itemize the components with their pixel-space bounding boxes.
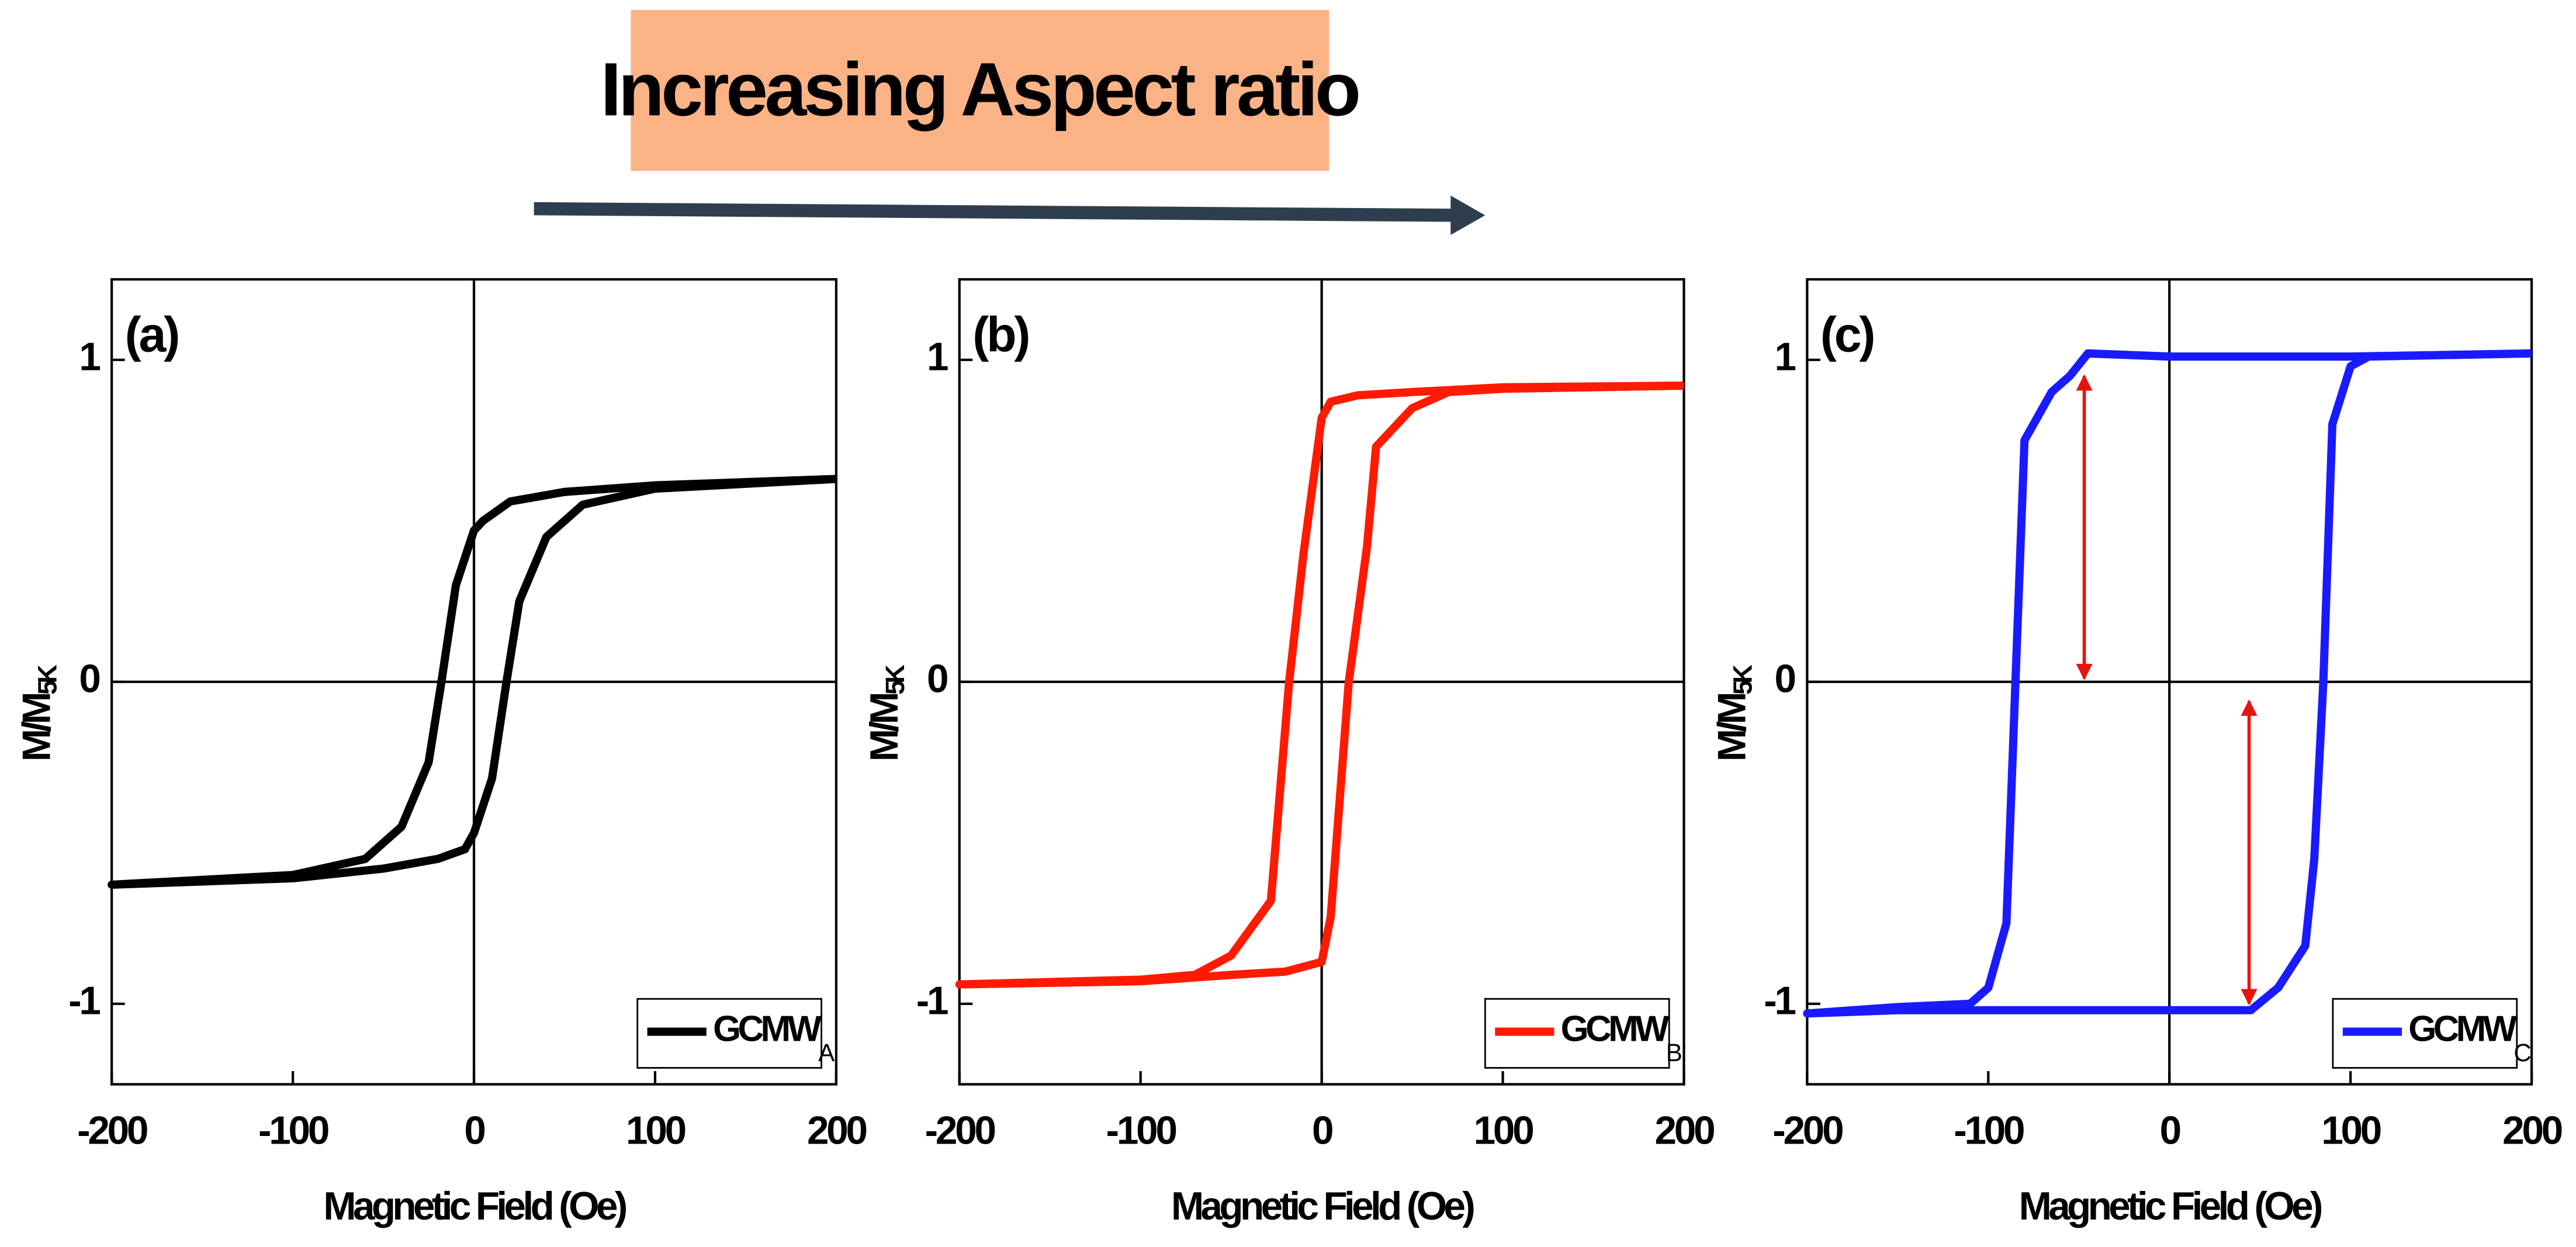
x-tick-label: 0 — [464, 1109, 484, 1153]
y-tick-label: 0 — [927, 657, 947, 701]
header-text: Increasing Aspect ratio — [601, 47, 1358, 131]
y-tick-label: 0 — [1775, 657, 1795, 701]
x-tick-label: 100 — [626, 1109, 685, 1153]
legend-name-sub: A — [818, 1039, 835, 1066]
y-axis-label-main: M/M — [863, 694, 906, 762]
legend-name: GCMW — [2408, 1009, 2517, 1049]
x-axis-label: Magnetic Field (Oe) — [2019, 1184, 2322, 1228]
x-tick-label: -200 — [1772, 1109, 1843, 1153]
x-tick-label: 200 — [807, 1109, 867, 1153]
x-tick-label: 200 — [2502, 1109, 2562, 1153]
panel: -200 -100 0 100 200 -1 0 1 (a) Magnetic Field (Oe… — [15, 278, 869, 1228]
x-tick-label: -200 — [77, 1109, 147, 1153]
legend-name: GCMW — [713, 1009, 822, 1049]
y-axis-label-sub: 5K — [32, 664, 62, 695]
header-arrow — [534, 202, 1455, 222]
legend-name-sub: C — [2513, 1039, 2530, 1066]
y-axis-label: M/M5K — [1710, 664, 1757, 762]
y-tick-label: -1 — [916, 979, 948, 1023]
x-tick-label: -100 — [258, 1109, 328, 1153]
panel: -200 -100 0 100 200 -1 0 1 (c) Magnetic Field (Oe… — [1710, 278, 2564, 1228]
y-axis-label-sub: 5K — [880, 664, 910, 695]
hysteresis-line — [1803, 349, 2532, 1018]
y-tick-label: -1 — [68, 979, 100, 1023]
x-tick-label: 0 — [1312, 1109, 1332, 1153]
panel-label: (b) — [972, 307, 1028, 362]
legend-label: GCMWC — [2408, 1009, 2530, 1066]
legend-name-sub: B — [1666, 1039, 1681, 1066]
y-tick-label: 1 — [79, 335, 100, 379]
y-axis-label-sub: 5K — [1727, 664, 1757, 695]
panel-label: (a) — [125, 307, 178, 362]
x-axis-label: Magnetic Field (Oe) — [323, 1184, 626, 1228]
y-axis-label-main: M/M — [1710, 694, 1754, 762]
y-axis-label-main: M/M — [15, 694, 58, 762]
x-tick-label: 100 — [1474, 1109, 1533, 1153]
hysteresis-line — [955, 381, 1684, 989]
legend-name: GCMW — [1561, 1009, 1670, 1049]
x-tick-label: 200 — [1655, 1109, 1715, 1153]
header-box — [631, 10, 1329, 171]
x-tick-label: -100 — [1954, 1109, 2024, 1153]
legend-label: GCMWB — [1561, 1009, 1681, 1066]
y-axis-label: M/M5K — [863, 664, 910, 762]
panel: -200 -100 0 100 200 -1 0 1 (b) Magnetic Field (Oe… — [863, 278, 1716, 1228]
y-tick-label: 1 — [927, 335, 948, 379]
x-axis-label: Magnetic Field (Oe) — [1171, 1184, 1474, 1228]
y-tick-label: -1 — [1764, 979, 1795, 1023]
x-tick-label: -100 — [1106, 1109, 1176, 1153]
header-arrowhead — [1450, 195, 1486, 235]
x-tick-label: 100 — [2321, 1109, 2381, 1153]
x-tick-label: -200 — [925, 1109, 995, 1153]
y-axis-label: M/M5K — [15, 664, 62, 762]
panel-label: (c) — [1820, 307, 1874, 362]
y-tick-label: 1 — [1775, 335, 1796, 379]
hysteresis-line — [108, 474, 837, 889]
y-tick-label: 0 — [79, 657, 99, 701]
x-tick-label: 0 — [2160, 1109, 2180, 1153]
